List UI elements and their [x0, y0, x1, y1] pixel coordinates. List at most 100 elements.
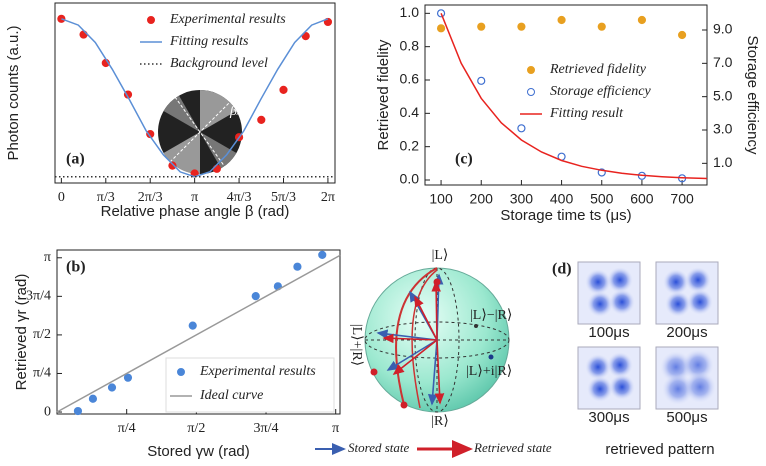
- panel-label: (d): [552, 261, 572, 278]
- legend-label: Background level: [170, 56, 268, 71]
- x-tick-label: 2π/3: [138, 190, 163, 205]
- pattern-blob: [585, 354, 611, 380]
- pattern-label: 300μs: [588, 409, 629, 426]
- x-tick-label: π/2: [187, 421, 205, 436]
- sphere-legend: Stored state: [348, 440, 409, 455]
- data-point: [557, 15, 566, 25]
- y-tick-label: π/2: [33, 327, 51, 342]
- pattern-blob: [663, 269, 689, 295]
- pattern-blob: [609, 374, 635, 400]
- y-tick-label: 0.0: [400, 171, 420, 187]
- legend-label: Fitting result: [549, 106, 624, 121]
- x-tick-label: 2π: [321, 190, 335, 205]
- data-point: [279, 85, 288, 94]
- line-series: [56, 254, 341, 413]
- data-point: [251, 292, 260, 301]
- data-point: [301, 32, 310, 41]
- line-series: [440, 13, 708, 180]
- plot-frame: [424, 4, 708, 186]
- sphere-label: |L⟩+|R⟩: [349, 324, 364, 366]
- data-point: [88, 394, 98, 403]
- y2-tick-label: 3.0: [713, 121, 733, 137]
- pattern-blob: [609, 289, 635, 315]
- x-tick-label: 4π/3: [227, 190, 252, 205]
- y-tick-label: π/4: [33, 366, 51, 381]
- y-tick-label: 0.8: [400, 37, 420, 53]
- panel-label: (b): [66, 259, 86, 276]
- x-tick-label: 500: [590, 191, 614, 207]
- sphere-legend: Retrieved state: [473, 440, 552, 455]
- x-axis-label: Relative phase angle β (rad): [101, 203, 290, 220]
- y-axis-label: Photon counts (a.u.): [5, 25, 22, 160]
- data-point: [73, 406, 83, 416]
- pattern-blob: [684, 371, 716, 403]
- legend-swatch: [527, 88, 535, 96]
- y2-tick-label: 1.0: [713, 154, 733, 170]
- pattern-blob: [585, 269, 611, 295]
- y2-tick-label: 7.0: [713, 54, 733, 70]
- x-axis-label: Stored γw (rad): [147, 443, 250, 460]
- data-point: [188, 321, 197, 330]
- panel-label: (a): [66, 151, 85, 168]
- y-tick-label: 3π/4: [26, 289, 51, 304]
- pattern-blob: [607, 267, 633, 293]
- y-tick-label: 0.6: [400, 71, 420, 87]
- y2-axis-label: Storage efficiency: [744, 36, 761, 155]
- legend-label: Experimental results: [169, 12, 286, 27]
- panel-label: (c): [455, 151, 473, 168]
- bloch-sphere: [315, 267, 510, 458]
- data-point: [436, 24, 446, 33]
- sphere-label: |R⟩: [431, 414, 449, 429]
- x-tick-label: 0: [58, 190, 65, 205]
- pattern-blob: [685, 267, 711, 293]
- pattern-blob: [587, 376, 613, 402]
- data-point: [477, 76, 486, 85]
- x-tick-label: 5π/3: [271, 190, 296, 205]
- x-axis-label: Storage time ts (μs): [500, 207, 631, 224]
- data-point: [57, 14, 66, 23]
- legend-swatch: [527, 66, 535, 74]
- pattern-label: 500μs: [666, 409, 707, 426]
- legend-label: Ideal curve: [199, 388, 263, 403]
- data-point: [293, 262, 302, 271]
- legend-swatch: [177, 368, 185, 376]
- pattern-blob: [607, 352, 633, 378]
- data-point: [436, 9, 446, 18]
- data-point: [517, 22, 526, 31]
- x-tick-label: 200: [470, 191, 494, 207]
- data-point: [637, 15, 647, 25]
- legend-label: Experimental results: [199, 364, 316, 379]
- data-point: [107, 383, 117, 392]
- data-point: [677, 30, 687, 40]
- data-point: [257, 115, 266, 124]
- x-tick-label: π: [191, 190, 198, 205]
- data-point: [597, 22, 606, 31]
- data-point: [123, 373, 133, 382]
- x-tick-label: 3π/4: [254, 421, 279, 436]
- y-axis-label: Retrieved fidelity: [375, 39, 392, 150]
- data-point: [597, 168, 606, 177]
- data-point: [168, 161, 177, 170]
- inset-disc: [158, 89, 242, 174]
- legend-swatch: [147, 16, 155, 24]
- y-tick-label: 1.0: [400, 4, 420, 20]
- legend-label: Fitting results: [169, 34, 249, 49]
- y-tick-label: π: [44, 250, 51, 265]
- sphere-label: |L⟩: [432, 248, 449, 263]
- pattern-blob: [687, 289, 713, 315]
- x-tick-label: 600: [630, 191, 654, 207]
- plot-frame: [56, 249, 341, 415]
- pattern-label: 200μs: [666, 324, 707, 341]
- y-tick-label: 0: [44, 404, 51, 419]
- legend-label: Retrieved fidelity: [549, 62, 647, 77]
- x-tick-label: π: [332, 421, 339, 436]
- y-tick-label: 0.4: [400, 104, 420, 120]
- pattern-blob: [587, 291, 613, 317]
- x-tick-label: π/4: [118, 421, 136, 436]
- x-tick-label: 300: [510, 191, 534, 207]
- y2-tick-label: 9.0: [713, 21, 733, 37]
- x-tick-label: π/3: [97, 190, 115, 205]
- sphere-label: |L⟩+i|R⟩: [466, 364, 512, 379]
